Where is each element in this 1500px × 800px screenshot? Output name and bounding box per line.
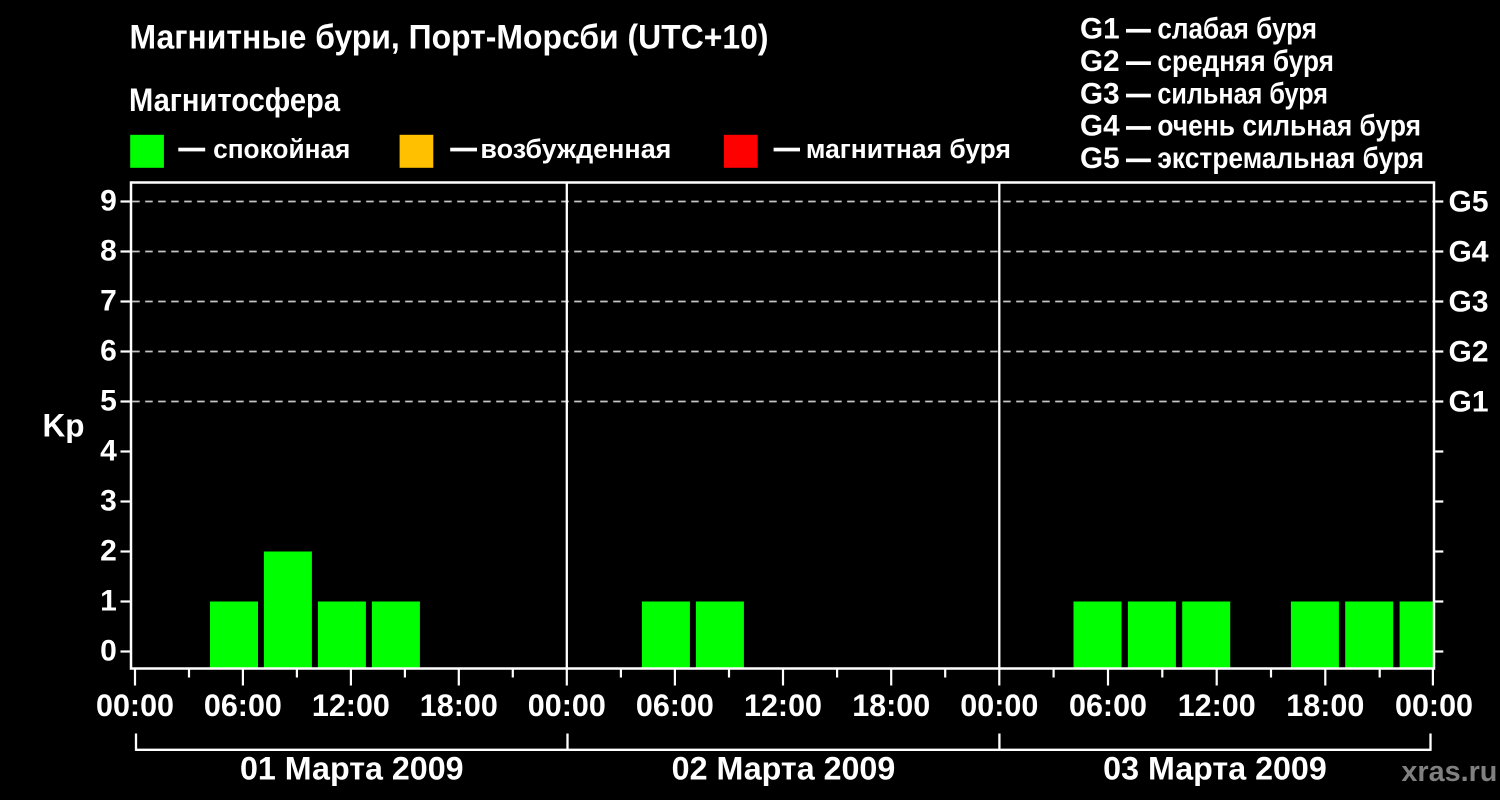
svg-text:06:00: 06:00: [204, 687, 282, 723]
svg-text:G4: G4: [1449, 236, 1489, 269]
svg-text:18:00: 18:00: [420, 687, 498, 723]
svg-text:G5: G5: [1080, 142, 1120, 175]
svg-text:экстремальная буря: экстремальная буря: [1157, 142, 1424, 175]
svg-text:спокойная: спокойная: [213, 134, 350, 164]
svg-text:3: 3: [100, 484, 117, 517]
svg-text:02 Марта 2009: 02 Марта 2009: [672, 751, 896, 787]
svg-text:очень сильная буря: очень сильная буря: [1157, 110, 1421, 143]
svg-text:00:00: 00:00: [1395, 687, 1473, 723]
svg-text:средняя буря: средняя буря: [1157, 45, 1334, 78]
svg-text:G2: G2: [1080, 45, 1120, 78]
svg-text:xras.ru: xras.ru: [1401, 756, 1497, 788]
svg-text:Kp: Kp: [43, 408, 85, 444]
svg-text:18:00: 18:00: [1286, 687, 1364, 723]
svg-text:01 Марта 2009: 01 Марта 2009: [240, 751, 464, 787]
svg-text:G3: G3: [1080, 77, 1120, 110]
svg-text:магнитная буря: магнитная буря: [806, 134, 1011, 164]
svg-text:06:00: 06:00: [1069, 687, 1147, 723]
svg-text:00:00: 00:00: [960, 687, 1038, 723]
svg-text:9: 9: [100, 184, 117, 217]
svg-text:4: 4: [100, 434, 117, 467]
svg-text:G3: G3: [1449, 286, 1489, 319]
svg-text:Магнитные бури, Порт-Морсби (U: Магнитные бури, Порт-Морсби (UTC+10): [130, 19, 769, 57]
svg-text:12:00: 12:00: [1178, 687, 1256, 723]
svg-text:0: 0: [100, 634, 117, 667]
svg-text:5: 5: [100, 384, 117, 417]
svg-text:18:00: 18:00: [852, 687, 930, 723]
svg-text:7: 7: [100, 284, 117, 317]
svg-text:2: 2: [100, 534, 117, 567]
svg-text:Магнитосфера: Магнитосфера: [129, 82, 340, 118]
svg-text:G4: G4: [1080, 110, 1120, 143]
svg-text:G2: G2: [1449, 336, 1489, 369]
svg-text:03 Марта 2009: 03 Марта 2009: [1103, 751, 1327, 787]
svg-text:6: 6: [100, 334, 117, 367]
svg-text:06:00: 06:00: [636, 687, 714, 723]
svg-text:12:00: 12:00: [312, 687, 390, 723]
svg-text:G5: G5: [1449, 186, 1489, 219]
svg-text:сильная буря: сильная буря: [1157, 77, 1328, 110]
svg-text:возбужденная: возбужденная: [480, 134, 671, 164]
svg-text:00:00: 00:00: [96, 687, 174, 723]
svg-text:00:00: 00:00: [528, 687, 606, 723]
svg-text:12:00: 12:00: [744, 687, 822, 723]
svg-text:G1: G1: [1080, 13, 1120, 46]
svg-text:G1: G1: [1449, 386, 1489, 419]
svg-text:слабая буря: слабая буря: [1157, 13, 1317, 46]
svg-text:1: 1: [100, 584, 117, 617]
svg-text:8: 8: [100, 234, 117, 267]
